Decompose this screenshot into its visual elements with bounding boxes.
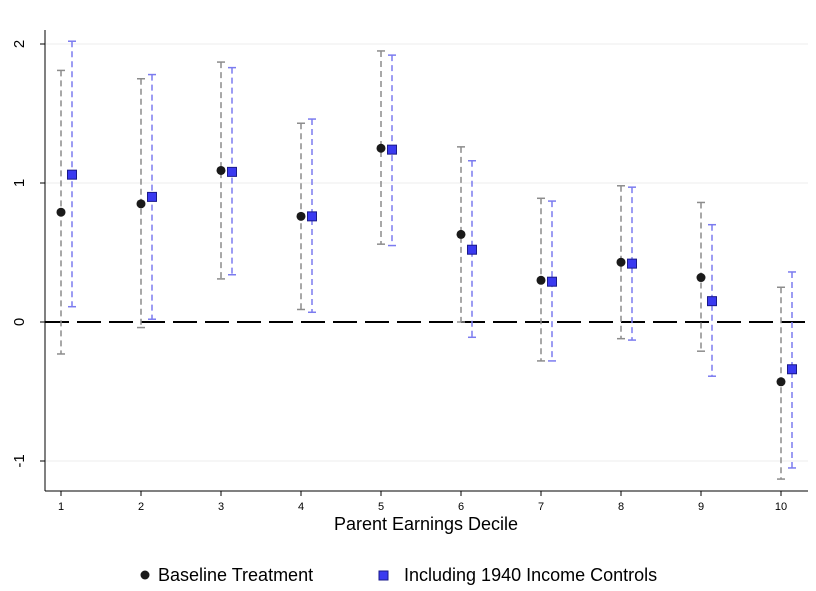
point-controls bbox=[227, 166, 237, 177]
x-tick-label: 4 bbox=[298, 501, 304, 513]
legend-marker-baseline bbox=[140, 570, 150, 580]
point-controls bbox=[627, 258, 637, 269]
point-baseline bbox=[456, 229, 466, 239]
point-controls bbox=[307, 211, 317, 222]
y-tick-label: 0 bbox=[11, 318, 28, 326]
point-baseline bbox=[216, 165, 226, 175]
legend: Baseline Treatment Including 1940 Income… bbox=[140, 565, 657, 585]
point-controls bbox=[547, 276, 557, 287]
legend-label-baseline: Baseline Treatment bbox=[158, 565, 313, 585]
x-tick-label: 3 bbox=[218, 501, 224, 513]
point-controls bbox=[467, 244, 477, 255]
point-baseline bbox=[536, 275, 546, 285]
x-tick-label: 1 bbox=[58, 501, 64, 513]
tick-labels: -1 0 1 2 1 2 3 4 5 6 7 8 9 10 bbox=[11, 40, 787, 513]
point-markers bbox=[56, 143, 797, 387]
confidence-intervals bbox=[57, 40, 796, 480]
axes bbox=[40, 30, 808, 496]
point-baseline bbox=[776, 377, 786, 387]
x-tick-label: 9 bbox=[698, 501, 704, 513]
point-baseline bbox=[296, 211, 306, 221]
point-baseline bbox=[616, 257, 626, 267]
x-tick-label: 2 bbox=[138, 501, 144, 513]
y-tick-label: -1 bbox=[11, 454, 28, 467]
y-tick-label: 1 bbox=[11, 179, 28, 187]
x-tick-label: 7 bbox=[538, 501, 544, 513]
point-baseline bbox=[696, 273, 706, 283]
legend-label-controls: Including 1940 Income Controls bbox=[404, 565, 657, 585]
x-tick-label: 6 bbox=[458, 501, 464, 513]
x-tick-label: 10 bbox=[775, 501, 787, 513]
legend-marker-controls bbox=[378, 570, 389, 581]
point-controls bbox=[707, 296, 717, 307]
x-tick-label: 5 bbox=[378, 501, 384, 513]
point-controls bbox=[787, 364, 797, 375]
point-controls bbox=[147, 191, 157, 202]
y-tick-label: 2 bbox=[11, 40, 28, 48]
x-axis-title: Parent Earnings Decile bbox=[334, 514, 518, 534]
point-controls bbox=[67, 169, 77, 180]
point-baseline bbox=[136, 199, 146, 209]
x-tick-label: 8 bbox=[618, 501, 624, 513]
point-baseline bbox=[376, 143, 386, 153]
point-baseline bbox=[56, 207, 66, 217]
gridlines bbox=[45, 43, 808, 462]
point-controls bbox=[387, 144, 397, 155]
